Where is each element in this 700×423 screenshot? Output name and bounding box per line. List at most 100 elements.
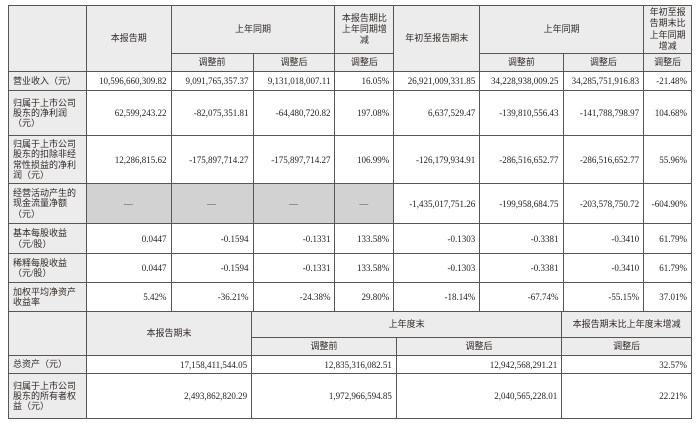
empty-value-cell: — bbox=[252, 183, 336, 224]
empty-value-cell: — bbox=[85, 183, 172, 224]
row-label: 归属于上市公司股东的净利润（元） bbox=[8, 90, 87, 136]
value-cell: -604.90% bbox=[643, 183, 692, 224]
value-cell: 106.99% bbox=[334, 135, 395, 184]
row-label: 归属于上市公司股东的扣除非经常性损益的净利润（元） bbox=[8, 135, 87, 184]
yoy-change-header: 本报告期比上年同期增减 bbox=[334, 5, 395, 54]
value-cell: -21.48% bbox=[643, 71, 692, 91]
table-row: 归属于上市公司股东的净利润（元） 62,599,243.22 -82,075,351… bbox=[8, 90, 692, 136]
corner-cell bbox=[8, 311, 87, 356]
value-cell: 16.05% bbox=[334, 71, 395, 91]
adjusted-before-header: 调整前 bbox=[479, 53, 564, 72]
value-cell: 34,228,938,009.25 bbox=[479, 71, 564, 91]
row-label: 营业收入（元） bbox=[8, 71, 87, 91]
corner-cell bbox=[8, 5, 87, 72]
value-cell: -82,075,351.81 bbox=[170, 90, 254, 136]
table-row: 基本每股收益（元/股） 0.0447 -0.1594 -0.1331 133.58% -0… bbox=[8, 223, 692, 254]
current-period-header: 本报告期 bbox=[85, 5, 172, 72]
adjusted-before-header: 调整前 bbox=[170, 53, 254, 72]
table-row: 经营活动产生的现金流量净额（元） — — — — -1,435,017,751.26 -19… bbox=[8, 183, 692, 224]
value-cell: -175,897,714.27 bbox=[170, 135, 254, 184]
value-cell: 12,835,316,082.51 bbox=[251, 355, 397, 374]
value-cell: 34,285,751,916.83 bbox=[562, 71, 645, 91]
value-cell: -0.1303 bbox=[393, 223, 481, 254]
value-cell: 17,158,411,544.05 bbox=[85, 355, 253, 374]
value-cell: -67.74% bbox=[479, 282, 564, 312]
value-cell: 55.96% bbox=[643, 135, 692, 184]
value-cell: -0.1594 bbox=[170, 253, 254, 283]
value-cell: 22.21% bbox=[561, 373, 692, 419]
value-cell: 133.58% bbox=[334, 253, 395, 283]
adjusted-after-header: 调整后 bbox=[561, 337, 692, 356]
value-cell: 104.68% bbox=[643, 90, 692, 136]
value-cell: -64,480,720.82 bbox=[252, 90, 336, 136]
value-cell: -199,958,684.75 bbox=[479, 183, 564, 224]
prior-period-right-header: 上年同期 bbox=[479, 5, 645, 54]
value-cell: -0.1303 bbox=[393, 253, 481, 283]
value-cell: 10,596,660,309.82 bbox=[85, 71, 172, 91]
value-cell: -36.21% bbox=[170, 282, 254, 312]
value-cell: -0.1331 bbox=[252, 223, 336, 254]
value-cell: 1,972,966,594.85 bbox=[251, 373, 397, 419]
quarterly-results-table: 本报告期 上年同期 本报告期比上年同期增减 年初至报告期末 上年同期 年初至报告… bbox=[8, 5, 692, 312]
value-cell: -18.14% bbox=[393, 282, 481, 312]
value-cell: 12,942,568,291.21 bbox=[395, 355, 563, 374]
adjusted-before-header: 调整前 bbox=[251, 337, 397, 356]
value-cell: -126,179,934.91 bbox=[393, 135, 481, 184]
value-cell: 62,599,243.22 bbox=[85, 90, 172, 136]
adjusted-after-header: 调整后 bbox=[643, 53, 692, 72]
value-cell: -286,516,652.77 bbox=[562, 135, 645, 184]
header-row-1: 本报告期 上年同期 本报告期比上年同期增减 年初至报告期末 上年同期 年初至报告… bbox=[8, 5, 692, 72]
row-label: 经营活动产生的现金流量净额（元） bbox=[8, 183, 87, 224]
table-row: 加权平均净资产收益率 5.42% -36.21% -24.38% 29.80% -18.1… bbox=[8, 282, 692, 312]
prior-year-end-header: 上年度末 bbox=[251, 311, 563, 338]
value-cell: 61.79% bbox=[643, 223, 692, 254]
table-row: 归属于上市公司股东的所有者权益（元） 2,493,862,820.29 1,972,… bbox=[8, 373, 692, 419]
period-end-table: 本报告期末 上年度末 本报告期末比上年度末增减 调整前 调整后 调整后 总资产（… bbox=[8, 311, 692, 419]
value-cell: 29.80% bbox=[334, 282, 395, 312]
value-cell: 12,286,815.62 bbox=[85, 135, 172, 184]
empty-value-cell: — bbox=[170, 183, 254, 224]
adjusted-after-header: 调整后 bbox=[252, 53, 336, 72]
adjusted-after-header: 调整后 bbox=[334, 53, 395, 72]
value-cell: 0.0447 bbox=[85, 253, 172, 283]
value-cell: 133.58% bbox=[334, 223, 395, 254]
value-cell: 61.79% bbox=[643, 253, 692, 283]
row-label: 总资产（元） bbox=[8, 355, 87, 374]
ytd-change-header: 年初至报告期末比上年同期增减 bbox=[643, 5, 692, 54]
row-label: 基本每股收益（元/股） bbox=[8, 223, 87, 254]
value-cell: 2,040,565,228.01 bbox=[395, 373, 563, 419]
row-label: 稀释每股收益（元/股） bbox=[8, 253, 87, 283]
value-cell: -0.3410 bbox=[562, 253, 645, 283]
adjusted-after-header: 调整后 bbox=[562, 53, 645, 72]
value-cell: -1,435,017,751.26 bbox=[393, 183, 481, 224]
value-cell: 26,921,009,331.85 bbox=[393, 71, 481, 91]
value-cell: 9,131,018,007.11 bbox=[252, 71, 336, 91]
header-row-2: 调整前 调整后 调整后 bbox=[9, 337, 692, 356]
value-cell: -0.3381 bbox=[479, 223, 564, 254]
value-cell: 37.01% bbox=[643, 282, 692, 312]
value-cell: -0.1331 bbox=[252, 253, 336, 283]
value-cell: -203,578,750.72 bbox=[562, 183, 645, 224]
value-cell: -55.15% bbox=[562, 282, 645, 312]
empty-value-cell: — bbox=[334, 183, 395, 224]
value-cell: 32.57% bbox=[561, 355, 692, 374]
table-row: 营业收入（元） 10,596,660,309.82 9,091,765,357.37… bbox=[8, 71, 692, 91]
value-cell: -141,788,798.97 bbox=[562, 90, 645, 136]
value-cell: -0.3381 bbox=[479, 253, 564, 283]
value-cell: 9,091,765,357.37 bbox=[170, 71, 254, 91]
value-cell: -24.38% bbox=[252, 282, 336, 312]
ytd-header: 年初至报告期末 bbox=[393, 5, 481, 72]
adjusted-after-header: 调整后 bbox=[395, 337, 563, 356]
table-row: 归属于上市公司股东的扣除非经常性损益的净利润（元） 12,286,815.62 -1… bbox=[8, 135, 692, 184]
table-row: 稀释每股收益（元/股） 0.0447 -0.1594 -0.1331 133.58% -0… bbox=[8, 253, 692, 283]
value-cell: -175,897,714.27 bbox=[252, 135, 336, 184]
value-cell: 5.42% bbox=[85, 282, 172, 312]
period-end-change-header: 本报告期末比上年度末增减 bbox=[561, 311, 692, 338]
value-cell: 0.0447 bbox=[85, 223, 172, 254]
table-row: 总资产（元） 17,158,411,544.05 12,835,316,082.51… bbox=[8, 355, 692, 374]
value-cell: 6,637,529.47 bbox=[393, 90, 481, 136]
period-end-header: 本报告期末 bbox=[85, 311, 253, 356]
value-cell: -0.1594 bbox=[170, 223, 254, 254]
row-label: 加权平均净资产收益率 bbox=[8, 282, 87, 312]
